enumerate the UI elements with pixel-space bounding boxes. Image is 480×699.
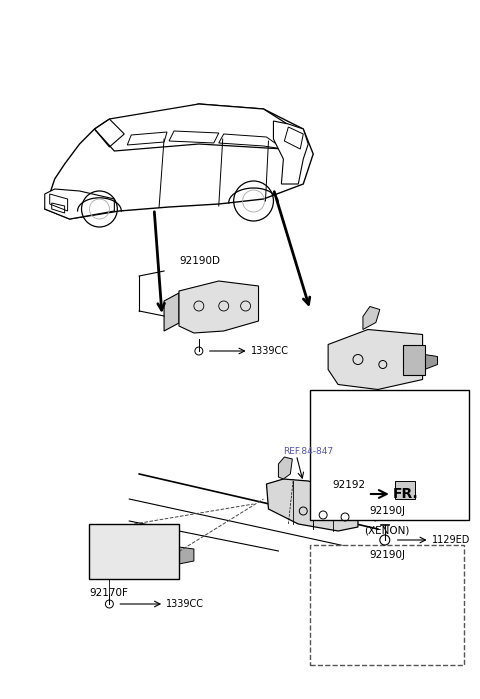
Polygon shape: [95, 104, 298, 151]
Text: 92170F: 92170F: [89, 588, 128, 598]
Text: 1339CC: 1339CC: [166, 599, 204, 609]
Polygon shape: [353, 489, 378, 521]
FancyBboxPatch shape: [395, 481, 415, 499]
Text: REF.84-847: REF.84-847: [283, 447, 334, 456]
Polygon shape: [363, 306, 380, 329]
Polygon shape: [340, 481, 409, 511]
Text: (XENON): (XENON): [365, 526, 410, 535]
Polygon shape: [278, 457, 292, 479]
Text: 92190J: 92190J: [369, 550, 405, 560]
Text: 92192: 92192: [332, 480, 365, 490]
Polygon shape: [45, 189, 114, 219]
Polygon shape: [45, 104, 313, 219]
Polygon shape: [266, 479, 358, 531]
FancyBboxPatch shape: [89, 524, 179, 579]
Text: 92190J: 92190J: [369, 506, 405, 517]
FancyBboxPatch shape: [310, 545, 464, 665]
Polygon shape: [376, 497, 393, 517]
Polygon shape: [164, 293, 179, 331]
FancyBboxPatch shape: [403, 345, 425, 375]
FancyBboxPatch shape: [310, 390, 469, 520]
Polygon shape: [179, 547, 194, 564]
Polygon shape: [425, 354, 437, 370]
Text: 1129ED: 1129ED: [432, 535, 470, 545]
Text: FR.: FR.: [393, 487, 419, 501]
Text: 92190D: 92190D: [179, 256, 220, 266]
Text: 1339CC: 1339CC: [251, 346, 288, 356]
Polygon shape: [179, 281, 259, 333]
Polygon shape: [274, 121, 308, 184]
Polygon shape: [328, 329, 422, 389]
